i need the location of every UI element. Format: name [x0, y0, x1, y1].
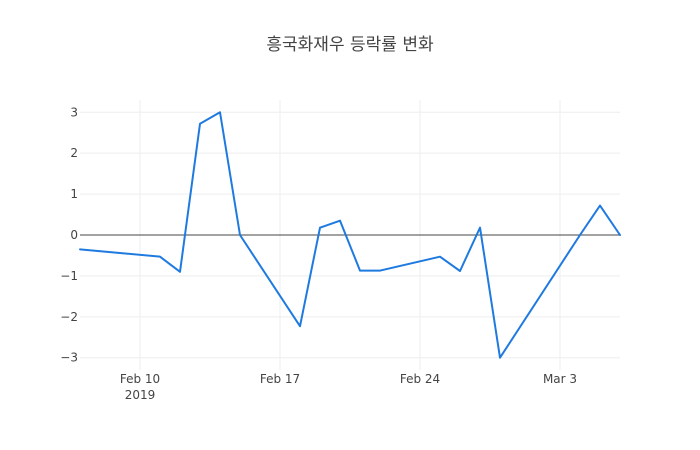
y-tick-label: 1 [70, 187, 78, 201]
x-tick-label: Feb 24 [400, 372, 440, 386]
data-point [619, 234, 622, 237]
y-tick-label: 3 [70, 105, 78, 119]
data-point [359, 269, 362, 272]
data-point [159, 255, 162, 258]
data-point [219, 111, 222, 114]
data-point [479, 226, 482, 229]
data-point [299, 325, 302, 328]
data-point [339, 219, 342, 222]
data-point [439, 255, 442, 258]
y-tick-label: 2 [70, 146, 78, 160]
data-point [319, 226, 322, 229]
series-line [79, 111, 621, 359]
y-tick-label: −3 [60, 351, 78, 365]
axes: Feb 10 2019 Feb 17 Feb 24 Mar 3 3 2 1 0 −1 −2 −3 [60, 105, 577, 402]
x-tick-year-label: 2019 [125, 388, 156, 402]
data-point [79, 248, 82, 251]
data-point [179, 270, 182, 273]
data-point [579, 234, 582, 237]
gridlines [80, 100, 620, 370]
chart-title: 흥국화재우 등락률 변화 [266, 35, 434, 55]
data-point [599, 204, 602, 207]
series-layer [79, 111, 622, 359]
x-tick-label: Mar 3 [543, 372, 577, 386]
y-tick-label: −2 [60, 310, 78, 324]
x-tick-label: Feb 10 [120, 372, 160, 386]
y-tick-label: 0 [70, 228, 78, 242]
x-tick-label: Feb 17 [260, 372, 300, 386]
data-point [239, 234, 242, 237]
y-tick-label: −1 [60, 269, 78, 283]
data-point [379, 269, 382, 272]
data-point [199, 122, 202, 125]
data-point [499, 356, 502, 359]
data-point [459, 270, 462, 273]
